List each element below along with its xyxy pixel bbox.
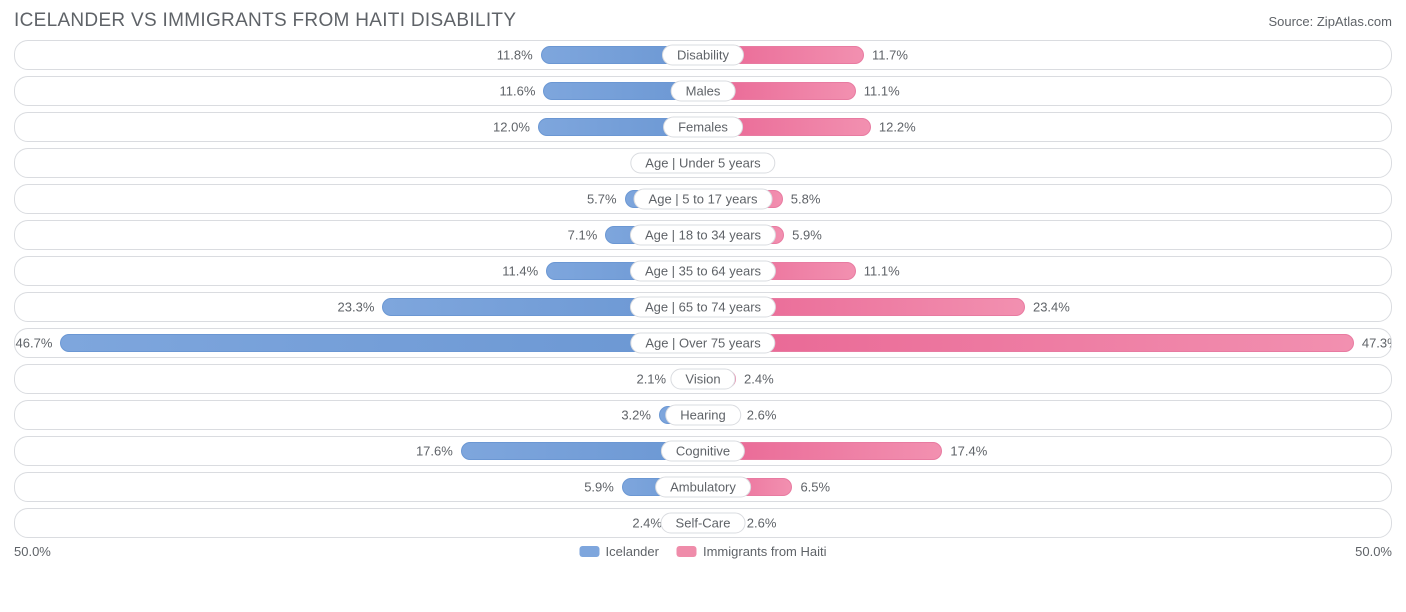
value-label-left: 5.9% bbox=[584, 480, 614, 495]
value-label-left: 5.7% bbox=[587, 192, 617, 207]
value-label-right: 11.1% bbox=[864, 84, 900, 99]
category-label: Age | 18 to 34 years bbox=[630, 225, 776, 246]
chart-row: 23.3% 23.4% Age | 65 to 74 years bbox=[14, 292, 1392, 322]
value-label-left: 2.1% bbox=[636, 372, 666, 387]
axis-right-label: 50.0% bbox=[1355, 544, 1392, 559]
category-label: Age | Under 5 years bbox=[630, 153, 775, 174]
category-label: Age | 5 to 17 years bbox=[634, 189, 773, 210]
butterfly-chart: 11.8% 11.7% Disability 11.6% 11.1% Males 12.0%… bbox=[14, 40, 1392, 538]
chart-row: 11.8% 11.7% Disability bbox=[14, 40, 1392, 70]
chart-row: 11.4% 11.1% Age | 35 to 64 years bbox=[14, 256, 1392, 286]
value-label-right: 2.6% bbox=[747, 408, 777, 423]
value-label-left: 11.4% bbox=[502, 264, 538, 279]
legend-label-right: Immigrants from Haiti bbox=[703, 544, 827, 559]
legend-swatch-left bbox=[579, 546, 599, 557]
value-label-left: 23.3% bbox=[338, 300, 375, 315]
chart-source: Source: ZipAtlas.com bbox=[1268, 14, 1392, 29]
value-label-left: 46.7% bbox=[16, 336, 53, 351]
chart-header: ICELANDER VS IMMIGRANTS FROM HAITI DISAB… bbox=[14, 10, 1392, 32]
category-label: Age | 35 to 64 years bbox=[630, 261, 776, 282]
chart-legend: Icelander Immigrants from Haiti bbox=[579, 544, 826, 559]
chart-row: 7.1% 5.9% Age | 18 to 34 years bbox=[14, 220, 1392, 250]
value-label-left: 11.8% bbox=[497, 48, 533, 63]
value-label-right: 23.4% bbox=[1033, 300, 1070, 315]
value-label-left: 3.2% bbox=[621, 408, 651, 423]
value-label-right: 17.4% bbox=[950, 444, 987, 459]
legend-item-left: Icelander bbox=[579, 544, 658, 559]
source-link[interactable]: ZipAtlas.com bbox=[1317, 14, 1392, 29]
value-label-right: 12.2% bbox=[879, 120, 916, 135]
value-label-right: 11.1% bbox=[864, 264, 900, 279]
chart-row: 5.9% 6.5% Ambulatory bbox=[14, 472, 1392, 502]
value-label-left: 17.6% bbox=[416, 444, 453, 459]
legend-swatch-right bbox=[677, 546, 697, 557]
value-label-left: 2.4% bbox=[632, 516, 662, 531]
value-label-right: 11.7% bbox=[872, 48, 908, 63]
category-label: Females bbox=[663, 117, 743, 138]
category-label: Disability bbox=[662, 45, 744, 66]
bar-left bbox=[60, 334, 703, 352]
chart-row: 11.6% 11.1% Males bbox=[14, 76, 1392, 106]
category-label: Cognitive bbox=[661, 441, 745, 462]
chart-row: 3.2% 2.6% Hearing bbox=[14, 400, 1392, 430]
chart-row: 5.7% 5.8% Age | 5 to 17 years bbox=[14, 184, 1392, 214]
category-label: Hearing bbox=[665, 405, 741, 426]
value-label-left: 11.6% bbox=[499, 84, 535, 99]
value-label-right: 6.5% bbox=[800, 480, 830, 495]
value-label-right: 47.3% bbox=[1362, 336, 1392, 351]
value-label-right: 5.9% bbox=[792, 228, 822, 243]
value-label-left: 7.1% bbox=[568, 228, 598, 243]
category-label: Self-Care bbox=[661, 513, 746, 534]
chart-row: 2.4% 2.6%Self-Care bbox=[14, 508, 1392, 538]
value-label-left: 12.0% bbox=[493, 120, 530, 135]
chart-row: 1.2%1.3%Age | Under 5 years bbox=[14, 148, 1392, 178]
category-label: Age | Over 75 years bbox=[630, 333, 775, 354]
category-label: Vision bbox=[670, 369, 735, 390]
axis-left-label: 50.0% bbox=[14, 544, 51, 559]
category-label: Males bbox=[671, 81, 736, 102]
chart-title: ICELANDER VS IMMIGRANTS FROM HAITI DISAB… bbox=[14, 10, 516, 32]
legend-label-left: Icelander bbox=[605, 544, 658, 559]
value-label-right: 2.4% bbox=[744, 372, 774, 387]
axis-row: 50.0% Icelander Immigrants from Haiti 50… bbox=[14, 544, 1392, 559]
category-label: Ambulatory bbox=[655, 477, 751, 498]
value-label-right: 5.8% bbox=[791, 192, 821, 207]
chart-row: 46.7% 47.3% Age | Over 75 years bbox=[14, 328, 1392, 358]
bar-right bbox=[703, 334, 1354, 352]
category-label: Age | 65 to 74 years bbox=[630, 297, 776, 318]
legend-item-right: Immigrants from Haiti bbox=[677, 544, 827, 559]
source-prefix: Source: bbox=[1268, 14, 1316, 29]
chart-row: 17.6% 17.4% Cognitive bbox=[14, 436, 1392, 466]
chart-row: 2.1% 2.4% Vision bbox=[14, 364, 1392, 394]
value-label-right: 2.6% bbox=[747, 516, 777, 531]
chart-row: 12.0% 12.2% Females bbox=[14, 112, 1392, 142]
